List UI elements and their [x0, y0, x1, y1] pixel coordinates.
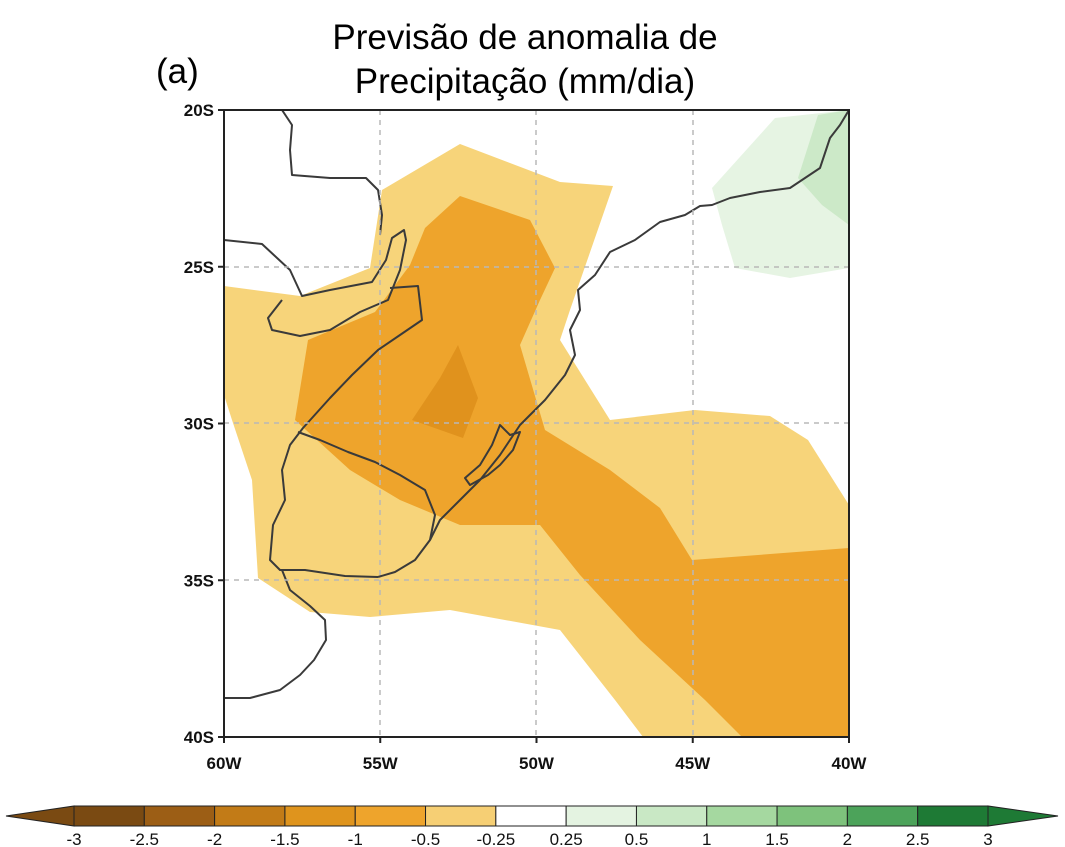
lon-tick-label: 50W: [519, 754, 555, 773]
colorbar-label: 0.25: [550, 830, 583, 847]
border-paraguay-river: [224, 229, 407, 337]
lat-tick-label: 40S: [184, 728, 214, 747]
colorbar-swatch: [776, 805, 848, 827]
lon-tick-label: 40W: [832, 754, 868, 773]
colorbar-label: 2.5: [906, 830, 930, 847]
latitude-axis: 20S 25S 30S 35S 40S: [184, 101, 224, 747]
colorbar-swatch: [706, 805, 778, 827]
title-line-2: Precipitação (mm/dia): [354, 62, 696, 101]
lat-tick-label: 20S: [184, 101, 214, 120]
colorbar-label: -3: [66, 830, 81, 847]
colorbar-label: -0.25: [476, 830, 515, 847]
colorbar-swatch: [425, 805, 497, 827]
colorbar-label: -1: [348, 830, 363, 847]
lat-tick-label: 30S: [184, 415, 214, 434]
colorbar-swatch: [214, 805, 286, 827]
colorbar-swatch: [143, 805, 216, 827]
colorbar-label: -2: [207, 830, 222, 847]
lon-tick-label: 45W: [675, 754, 711, 773]
map-title: Previsão de anomalia de Precipitação (mm…: [300, 16, 750, 104]
colorbar-swatch: [846, 805, 919, 827]
colorbar-swatch: [917, 805, 989, 827]
gridlines: [224, 110, 849, 737]
colorbar-extend-high: [987, 805, 1059, 827]
lon-tick-label: 55W: [363, 754, 399, 773]
colorbar-label: -1.5: [270, 830, 299, 847]
colorbar-label: -0.5: [411, 830, 440, 847]
colorbar-swatch: [565, 805, 637, 827]
dry-anomaly-strong-region: [412, 345, 478, 438]
colorbar-label: 1: [702, 830, 711, 847]
colorbar-swatch: [73, 805, 145, 827]
colorbar-label: 2: [843, 830, 852, 847]
lat-tick-label: 35S: [184, 571, 214, 590]
colorbar-swatch: [635, 805, 708, 827]
lagoa-dos-patos: [464, 424, 521, 486]
colorbar-label: -2.5: [130, 830, 159, 847]
colorbar-extend-low: [5, 805, 75, 827]
map-plot-area: [224, 110, 849, 737]
lat-tick-label: 25S: [184, 258, 214, 277]
coastlines: [224, 110, 849, 699]
lon-tick-label: 60W: [207, 754, 243, 773]
colorbar: -3 -2.5 -2 -1.5 -1 -0.5 -0.25 0.25 0.5 1 1.5 2 2.5 3: [5, 805, 1059, 847]
colorbar-label: 1.5: [765, 830, 789, 847]
colorbar-swatch: [354, 805, 427, 827]
colorbar-swatch: [495, 805, 567, 827]
colorbar-swatch: [284, 805, 356, 827]
panel-label: (a): [156, 52, 199, 91]
border-misiones-uruguay-river: [269, 285, 423, 578]
coastline-argentina-south: [224, 569, 327, 699]
border-paraguay-north: [281, 110, 383, 236]
title-line-1: Previsão de anomalia de: [332, 18, 718, 57]
dry-anomaly-moderate-region: [295, 196, 849, 737]
wet-anomaly-medium-region: [798, 110, 849, 225]
colorbar-label: 3: [983, 830, 992, 847]
coastline-brazil-atlantic: [377, 110, 849, 578]
border-uruguay-brazil: [297, 431, 436, 541]
longitude-axis: 60W 55W 50W 45W 40W: [207, 737, 868, 773]
colorbar-label: 0.5: [625, 830, 649, 847]
